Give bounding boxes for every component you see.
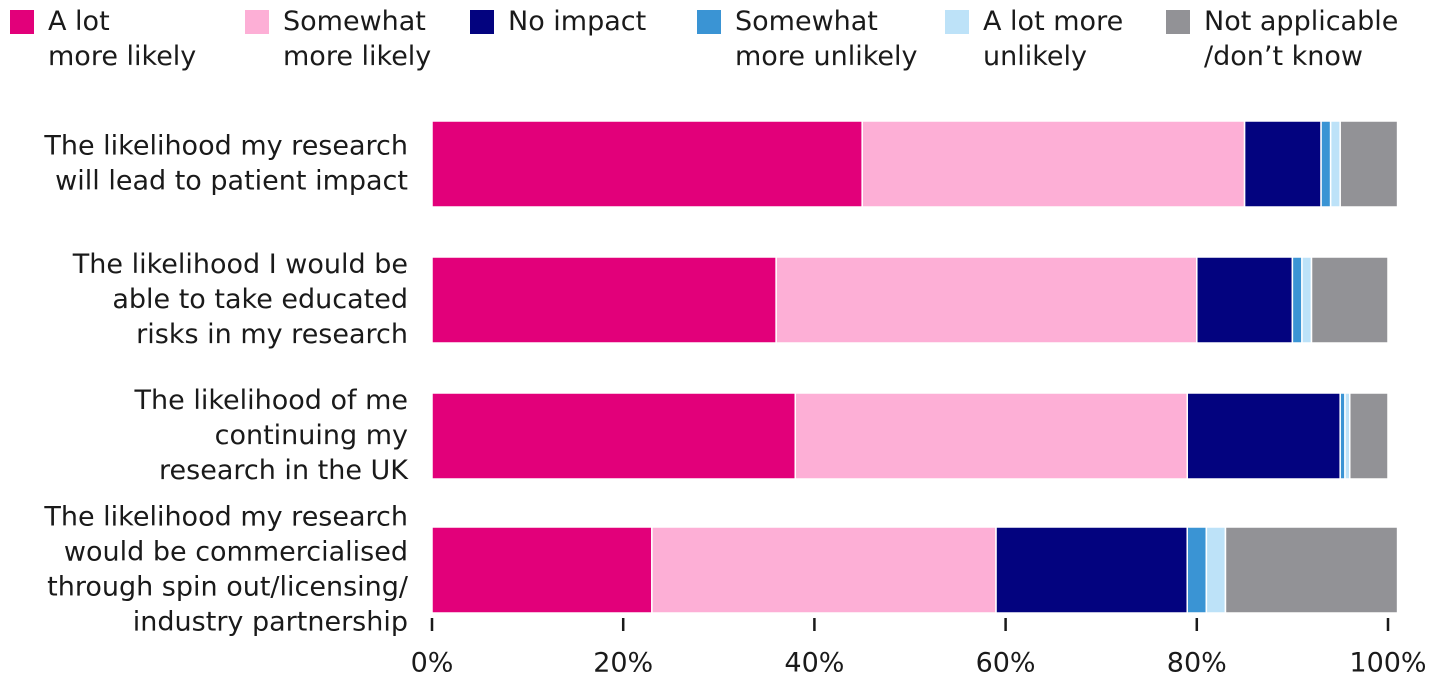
legend-label: Somewhat more likely	[283, 6, 431, 72]
bar-segment	[1301, 256, 1313, 344]
legend-label: No impact	[508, 6, 646, 37]
bar-segment	[1224, 526, 1399, 614]
legend-label: Somewhat more unlikely	[735, 6, 918, 72]
legend-label: A lot more unlikely	[983, 6, 1123, 72]
bar-segment	[861, 120, 1246, 208]
x-tick-label: 0%	[411, 648, 454, 679]
category-label: The likelihood of me continuing my researc…	[134, 385, 410, 486]
bar-segment	[651, 526, 997, 614]
category-label: The likelihood my research would be comme…	[43, 501, 409, 637]
category-label: The likelihood I would be able to take ed…	[72, 249, 408, 350]
legend-label: Not applicable/don’t know	[1204, 6, 1398, 72]
bar-segment	[794, 392, 1188, 480]
bar-segment	[1186, 392, 1341, 480]
legend-swatch	[697, 10, 721, 34]
legend-label: A lot more likely	[48, 6, 196, 72]
bar-segment	[431, 526, 653, 614]
bar-segment	[995, 526, 1188, 614]
legend-swatch	[1166, 10, 1190, 34]
bar-segment	[1196, 256, 1294, 344]
legend-swatch	[470, 10, 494, 34]
bar-segment	[1320, 120, 1332, 208]
bar-segment	[1339, 120, 1399, 208]
legend-swatch	[245, 10, 269, 34]
legend-swatch	[10, 10, 34, 34]
x-tick-label: 20%	[593, 648, 653, 679]
x-tick-label: 80%	[1167, 648, 1227, 679]
x-tick-label: 60%	[976, 648, 1036, 679]
bar-segment	[1329, 120, 1341, 208]
bar-segment	[1205, 526, 1227, 614]
bar-segment	[1349, 392, 1389, 480]
category-label: The likelihood my research will lead to p…	[43, 130, 408, 196]
bar-segment	[1310, 256, 1389, 344]
x-tick-label: 40%	[784, 648, 844, 679]
x-tick-label: 100%	[1349, 648, 1426, 679]
bar-segment	[1291, 256, 1303, 344]
bar-segment	[1243, 120, 1322, 208]
bar-segment	[775, 256, 1198, 344]
bar-segment	[431, 120, 863, 208]
bar-segment	[1186, 526, 1208, 614]
legend-swatch	[945, 10, 969, 34]
bar-segment	[431, 392, 797, 480]
bar-segment	[431, 256, 777, 344]
